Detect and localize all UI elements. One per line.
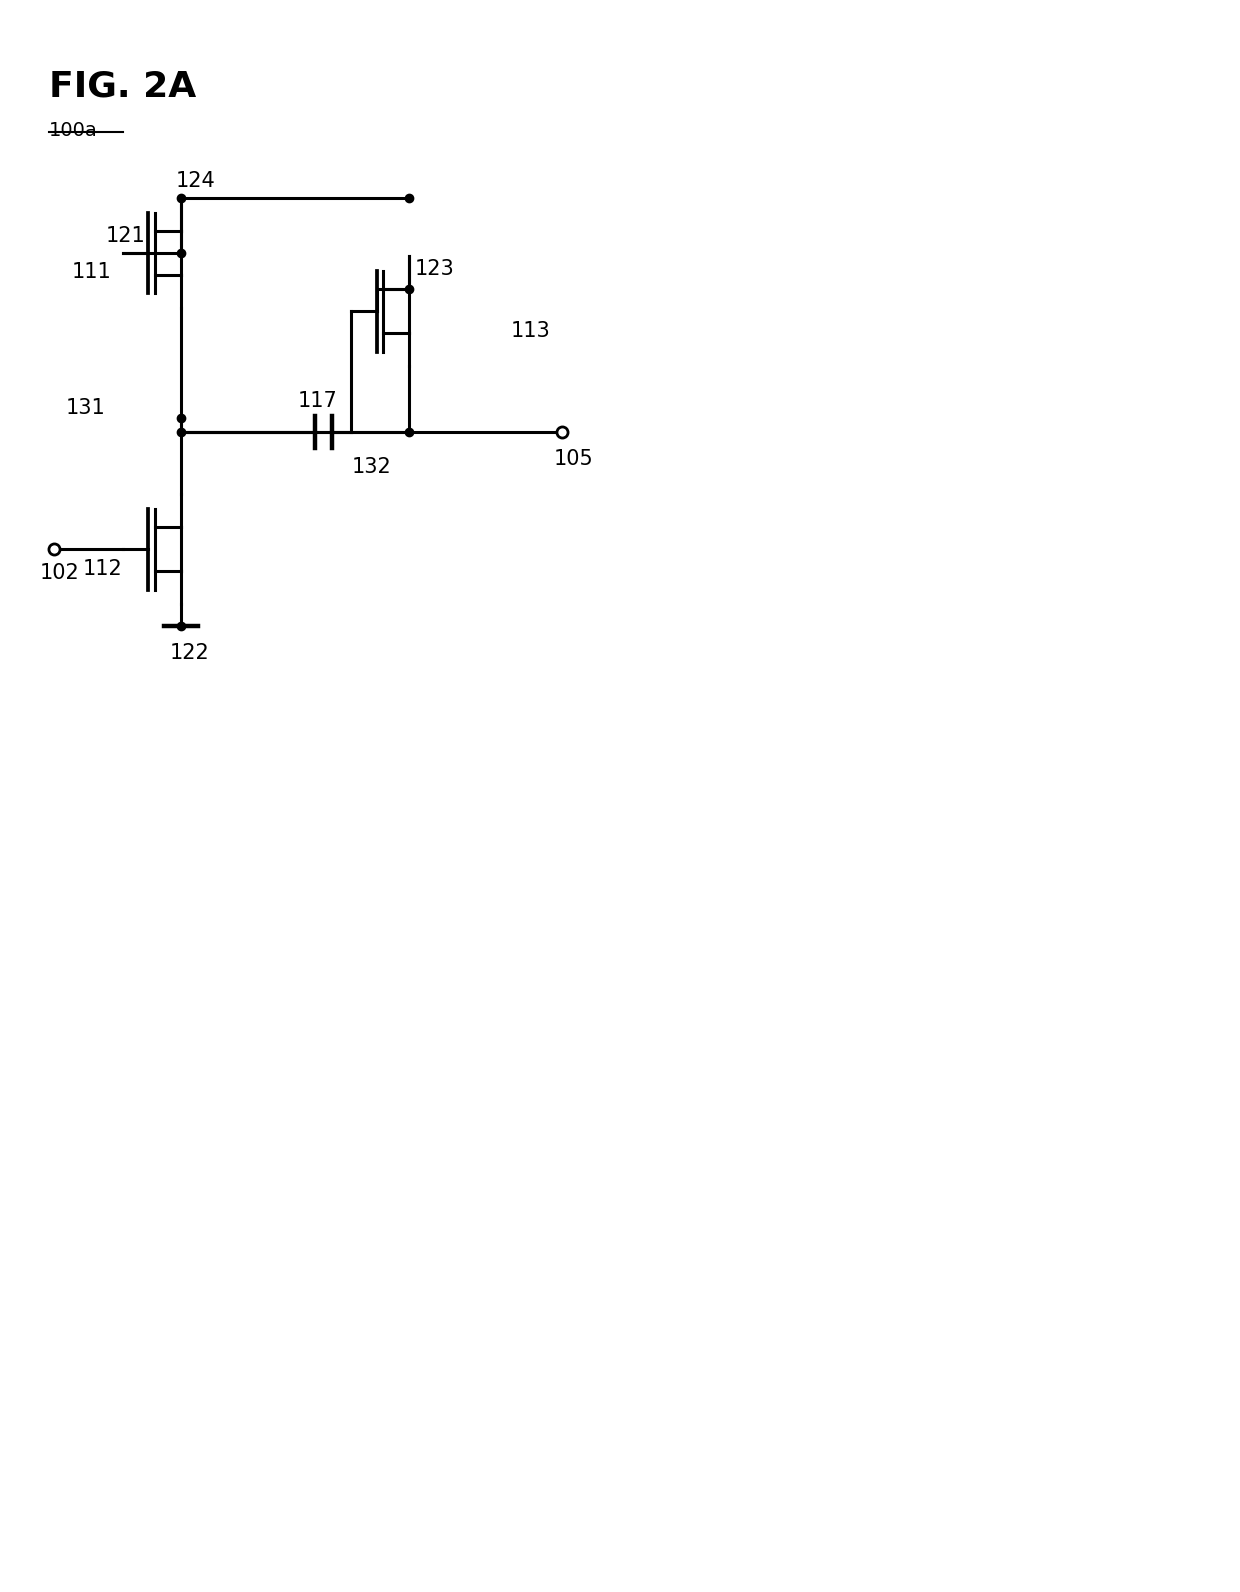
Text: 131: 131	[66, 398, 105, 419]
Text: 132: 132	[352, 457, 392, 476]
Text: 123: 123	[415, 259, 455, 279]
Text: 100a: 100a	[48, 121, 98, 140]
Text: 122: 122	[170, 643, 210, 664]
Text: 124: 124	[175, 170, 215, 191]
Text: 102: 102	[40, 562, 79, 583]
Text: FIG. 2A: FIG. 2A	[48, 70, 196, 103]
Text: 121: 121	[105, 226, 145, 245]
Text: 113: 113	[511, 322, 551, 341]
Text: 117: 117	[298, 390, 337, 411]
Text: 112: 112	[83, 559, 123, 579]
Text: 105: 105	[553, 449, 593, 470]
Text: 111: 111	[72, 263, 112, 282]
